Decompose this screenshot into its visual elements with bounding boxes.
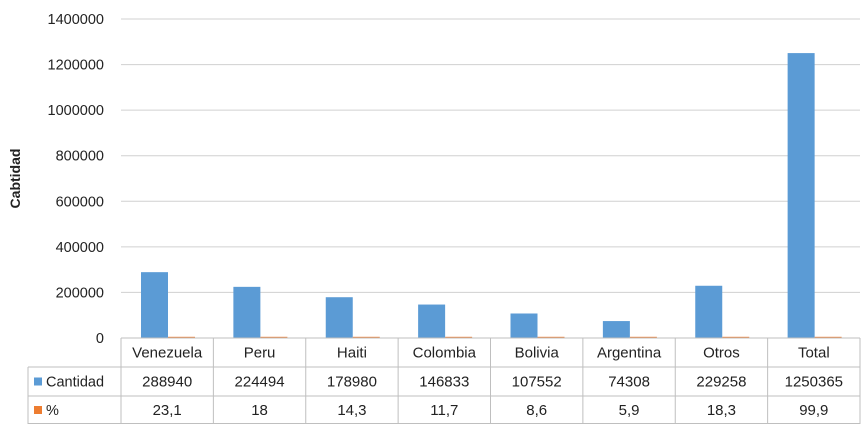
bar-cantidad	[787, 53, 815, 339]
bar-cantidad	[325, 297, 353, 338]
data-label: 18,3	[707, 402, 736, 419]
x-category-label: Otros	[703, 345, 740, 362]
bar-cantidad	[602, 321, 630, 338]
y-tick-label: 1000000	[48, 103, 104, 119]
legend-label: Cantidad	[46, 375, 104, 391]
bar-cantidad	[695, 285, 723, 338]
data-label: 224494	[235, 374, 285, 391]
gridlines	[121, 18, 860, 339]
bar-cantidad	[233, 286, 261, 338]
data-label: 99,9	[799, 402, 828, 419]
data-label: 74308	[608, 374, 650, 391]
y-tick-label: 800000	[56, 149, 104, 165]
bar-percent	[814, 336, 842, 338]
legend-label: %	[46, 403, 59, 419]
data-label: 229258	[696, 374, 746, 391]
y-tick-label: 200000	[56, 285, 104, 301]
y-tick-label: 400000	[56, 240, 104, 256]
x-category-label: Total	[798, 345, 830, 362]
y-tick-label: 0	[96, 331, 104, 347]
data-label: 178980	[327, 374, 377, 391]
x-category-label: Argentina	[597, 345, 662, 362]
x-category-label: Venezuela	[132, 345, 203, 362]
y-tick-label: 1200000	[48, 58, 104, 74]
x-category-label: Colombia	[413, 345, 477, 362]
bar-cantidad	[510, 313, 538, 338]
y-axis-tick-labels: 0 200000 400000 600000 800000 1000000 1200000 1…	[48, 12, 104, 347]
legend-key	[34, 406, 42, 414]
data-label: 5,9	[619, 402, 640, 419]
bar-percent	[722, 336, 750, 338]
data-table: Venezuela Peru Haiti Colombia Bolivia Argenti…	[27, 337, 861, 424]
bar-percent	[168, 336, 195, 338]
x-category-label: Bolivia	[515, 345, 560, 362]
y-tick-label: 600000	[56, 194, 104, 210]
bar-percent	[445, 336, 473, 338]
data-label: 1250365	[785, 374, 843, 391]
bar-percent	[260, 336, 288, 338]
data-label: 146833	[419, 374, 469, 391]
y-tick-label: 1400000	[48, 12, 104, 28]
data-label: 14,3	[337, 402, 366, 419]
data-label: 18	[251, 402, 268, 419]
data-label: 11,7	[430, 402, 458, 419]
data-label: 23,1	[153, 402, 182, 419]
bar-cantidad	[418, 304, 446, 338]
bar-percent	[537, 336, 565, 338]
bar-percent	[629, 336, 657, 338]
x-category-label: Peru	[244, 345, 276, 362]
y-axis-label: Cabtidad	[7, 149, 23, 209]
legend-key	[34, 377, 42, 386]
bars	[141, 53, 842, 339]
bar-cantidad	[141, 272, 168, 338]
data-label: 107552	[512, 374, 562, 391]
data-label: 8,6	[526, 402, 547, 419]
x-category-label: Haiti	[337, 345, 367, 362]
data-label: 288940	[142, 374, 192, 391]
bar-percent	[352, 336, 380, 338]
